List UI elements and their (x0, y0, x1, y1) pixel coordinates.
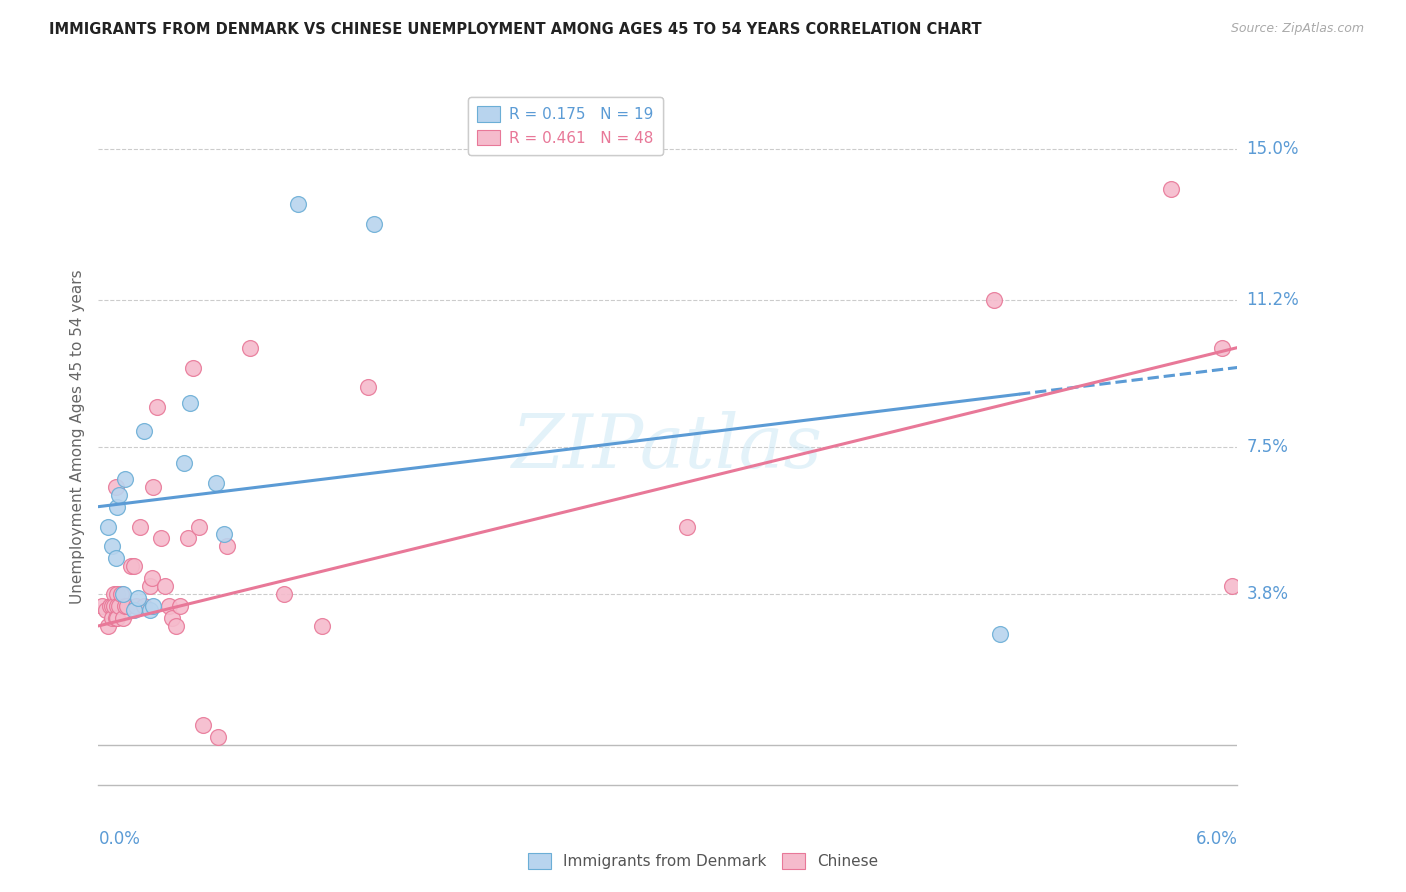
Y-axis label: Unemployment Among Ages 45 to 54 years: Unemployment Among Ages 45 to 54 years (69, 269, 84, 605)
Text: 7.5%: 7.5% (1246, 438, 1288, 456)
Point (153, 579, 176, 593)
Point (1211, 341, 1233, 355)
Point (108, 488, 131, 502)
Point (124, 603, 146, 617)
Point (124, 559, 146, 574)
Point (191, 718, 214, 732)
Point (239, 341, 262, 355)
Point (273, 587, 295, 601)
Point (104, 611, 127, 625)
Point (165, 619, 187, 633)
Point (100, 599, 122, 613)
Point (132, 599, 155, 613)
Point (1160, 181, 1182, 195)
Point (100, 611, 122, 625)
Point (217, 540, 239, 554)
Legend: R = 0.175   N = 19, R = 0.461   N = 48: R = 0.175 N = 19, R = 0.461 N = 48 (468, 97, 662, 155)
Point (107, 587, 129, 601)
Point (173, 456, 195, 470)
Point (108, 599, 131, 613)
Point (311, 619, 333, 633)
Point (157, 599, 180, 613)
Point (97, 519, 120, 533)
Point (363, 218, 385, 232)
Point (104, 480, 127, 494)
Point (107, 611, 129, 625)
Point (91, 599, 114, 613)
Point (125, 599, 148, 613)
Point (357, 380, 380, 394)
Point (97, 619, 120, 633)
Text: Source: ZipAtlas.com: Source: ZipAtlas.com (1230, 22, 1364, 36)
Point (146, 401, 169, 415)
Point (162, 611, 184, 625)
Point (114, 472, 136, 486)
Point (983, 293, 1005, 307)
Point (120, 559, 142, 574)
Point (141, 571, 163, 585)
Point (169, 599, 191, 613)
Point (103, 599, 125, 613)
Text: 0.0%: 0.0% (98, 830, 141, 848)
Point (100, 540, 122, 554)
Text: 6.0%: 6.0% (1195, 830, 1237, 848)
Point (112, 587, 135, 601)
Point (988, 627, 1011, 641)
Point (104, 551, 127, 566)
Point (142, 599, 165, 613)
Point (1220, 579, 1243, 593)
Point (138, 579, 160, 593)
Point (142, 480, 165, 494)
Point (179, 396, 201, 410)
Point (94, 603, 117, 617)
Point (183, 360, 205, 375)
Text: ZIPatlas: ZIPatlas (512, 411, 824, 483)
Point (115, 599, 138, 613)
Point (107, 599, 129, 613)
Point (207, 731, 229, 745)
Text: 11.2%: 11.2% (1246, 291, 1299, 309)
Point (176, 532, 198, 546)
Text: 15.0%: 15.0% (1246, 140, 1299, 158)
Point (287, 197, 309, 211)
Legend: Immigrants from Denmark, Chinese: Immigrants from Denmark, Chinese (522, 847, 884, 875)
Point (188, 519, 211, 533)
Point (114, 599, 136, 613)
Point (127, 591, 149, 606)
Point (138, 603, 160, 617)
Point (132, 424, 155, 438)
Point (103, 587, 125, 601)
Point (205, 475, 228, 490)
Point (212, 527, 235, 541)
Point (676, 519, 699, 533)
Point (110, 587, 132, 601)
Point (98, 599, 121, 613)
Point (107, 500, 129, 514)
Point (112, 611, 135, 625)
Text: IMMIGRANTS FROM DENMARK VS CHINESE UNEMPLOYMENT AMONG AGES 45 TO 54 YEARS CORREL: IMMIGRANTS FROM DENMARK VS CHINESE UNEMP… (49, 22, 981, 37)
Point (150, 532, 173, 546)
Text: 3.8%: 3.8% (1246, 585, 1288, 603)
Point (129, 519, 152, 533)
